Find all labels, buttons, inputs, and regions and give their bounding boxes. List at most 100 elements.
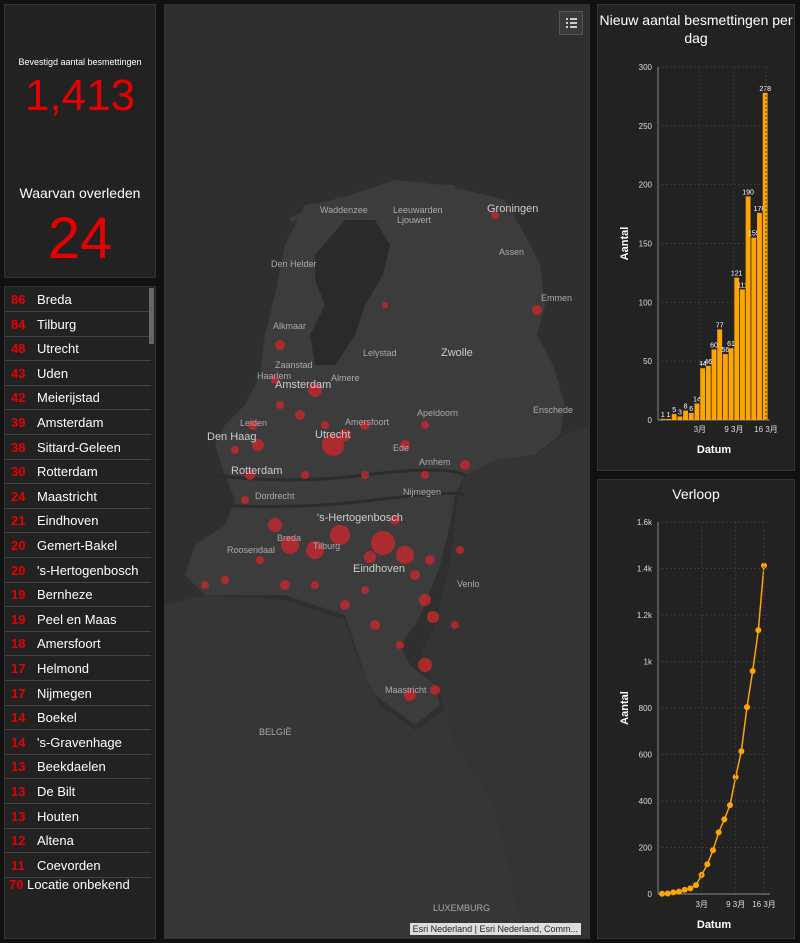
case-marker[interactable] xyxy=(252,439,264,451)
case-marker[interactable] xyxy=(268,518,282,532)
case-marker[interactable] xyxy=(421,421,429,429)
list-item[interactable]: 20 Gemert-Bakel xyxy=(5,534,151,558)
data-point[interactable] xyxy=(744,704,750,711)
list-item[interactable]: 18 Amersfoort xyxy=(5,632,151,657)
bar[interactable] xyxy=(722,354,728,420)
list-item[interactable]: 14 's-Gravenhage xyxy=(5,731,151,755)
case-marker[interactable] xyxy=(371,531,395,555)
bar[interactable] xyxy=(705,365,711,420)
case-marker[interactable] xyxy=(245,470,255,480)
case-marker[interactable] xyxy=(231,446,239,454)
list-item[interactable]: 11 Coevorden xyxy=(5,854,151,878)
bar[interactable] xyxy=(739,289,745,420)
case-marker[interactable] xyxy=(370,620,380,630)
data-point[interactable] xyxy=(659,890,665,897)
data-point[interactable] xyxy=(676,888,682,895)
case-marker[interactable] xyxy=(396,641,404,649)
case-marker[interactable] xyxy=(456,546,464,554)
list-item[interactable]: 39 Amsterdam xyxy=(5,411,151,435)
list-item[interactable]: 19 Peel en Maas xyxy=(5,608,151,632)
bar[interactable] xyxy=(677,416,683,420)
list-item[interactable]: 20 's-Hertogenbosch xyxy=(5,559,151,583)
data-point[interactable] xyxy=(721,816,728,823)
case-marker[interactable] xyxy=(340,600,350,610)
data-point[interactable] xyxy=(738,748,745,755)
bar[interactable] xyxy=(734,277,740,420)
case-marker[interactable] xyxy=(339,429,351,441)
case-marker[interactable] xyxy=(382,302,388,308)
case-marker[interactable] xyxy=(271,376,279,384)
bar[interactable] xyxy=(745,196,751,420)
bar[interactable] xyxy=(757,212,762,420)
list-item[interactable]: 17 Helmond xyxy=(5,657,151,681)
case-marker[interactable] xyxy=(256,556,264,564)
case-marker[interactable] xyxy=(360,420,370,430)
list-item[interactable]: 21 Eindhoven xyxy=(5,509,151,534)
case-marker[interactable] xyxy=(430,685,440,695)
case-marker[interactable] xyxy=(532,305,542,315)
case-marker[interactable] xyxy=(295,410,305,420)
bar[interactable] xyxy=(683,410,689,420)
list-item[interactable]: 42 Meierijstad xyxy=(5,386,151,411)
list-item[interactable]: 48 Utrecht xyxy=(5,337,151,362)
data-point[interactable] xyxy=(710,847,716,854)
case-marker[interactable] xyxy=(321,421,329,429)
case-marker[interactable] xyxy=(280,580,290,590)
case-marker[interactable] xyxy=(427,611,439,623)
list-item[interactable]: 38 Sittard-Geleen xyxy=(5,436,151,460)
case-marker[interactable] xyxy=(201,581,209,589)
case-marker[interactable] xyxy=(306,541,324,559)
list-item-unknown[interactable]: 70 Locatie onbekend xyxy=(9,877,130,892)
case-marker[interactable] xyxy=(419,594,431,606)
case-marker[interactable] xyxy=(221,576,229,584)
case-marker[interactable] xyxy=(276,401,284,409)
bar[interactable] xyxy=(762,92,768,421)
legend-button[interactable] xyxy=(559,11,583,35)
case-marker[interactable] xyxy=(390,515,400,525)
case-marker[interactable] xyxy=(248,420,258,430)
bar[interactable] xyxy=(671,414,677,420)
list-item[interactable]: 24 Maastricht xyxy=(5,485,151,509)
case-marker[interactable] xyxy=(400,440,410,450)
data-point[interactable] xyxy=(693,882,699,889)
bar[interactable] xyxy=(666,418,671,420)
case-marker[interactable] xyxy=(460,460,470,470)
map-attribution[interactable]: Esri Nederland | Esri Nederland, Comm... xyxy=(409,923,581,935)
case-marker[interactable] xyxy=(425,555,435,565)
bar[interactable] xyxy=(688,412,694,420)
case-marker[interactable] xyxy=(275,340,285,350)
case-marker[interactable] xyxy=(330,525,350,545)
list-item[interactable]: 17 Nijmegen xyxy=(5,682,151,706)
case-marker[interactable] xyxy=(451,621,459,629)
list-scrollbar[interactable] xyxy=(149,288,154,344)
data-point[interactable] xyxy=(715,829,722,836)
case-marker[interactable] xyxy=(396,546,414,564)
list-item[interactable]: 13 Houten xyxy=(5,805,151,829)
data-point[interactable] xyxy=(681,886,688,893)
list-item[interactable]: 84 Tilburg xyxy=(5,313,151,337)
data-point[interactable] xyxy=(704,861,711,868)
case-marker[interactable] xyxy=(404,689,416,701)
case-marker[interactable] xyxy=(301,471,309,479)
list-item[interactable]: 12 Altena xyxy=(5,829,151,854)
data-point[interactable] xyxy=(755,627,762,634)
case-marker[interactable] xyxy=(364,551,376,563)
list-item[interactable]: 30 Rotterdam xyxy=(5,460,151,485)
data-point[interactable] xyxy=(670,889,677,896)
bar[interactable] xyxy=(694,403,700,420)
list-item[interactable]: 13 Beekdaelen xyxy=(5,755,151,780)
case-marker[interactable] xyxy=(421,471,429,479)
bar[interactable] xyxy=(660,418,666,420)
bar[interactable] xyxy=(711,349,717,420)
list-item[interactable]: 13 De Bilt xyxy=(5,780,151,804)
municipality-list[interactable]: 86 Breda 84 Tilburg 48 Utrecht 43 Uden 42 Meierij… xyxy=(4,286,156,939)
data-point[interactable] xyxy=(664,890,671,897)
bar[interactable] xyxy=(751,237,757,420)
case-marker[interactable] xyxy=(311,581,319,589)
data-point[interactable] xyxy=(749,668,756,675)
data-point[interactable] xyxy=(687,885,694,892)
list-item[interactable]: 86 Breda xyxy=(5,288,151,312)
map-view[interactable]: Waddenzee Leeuwarden Ljouwert Groningen Asse… xyxy=(164,4,590,939)
case-marker[interactable] xyxy=(322,434,344,456)
case-markers[interactable] xyxy=(201,211,542,701)
